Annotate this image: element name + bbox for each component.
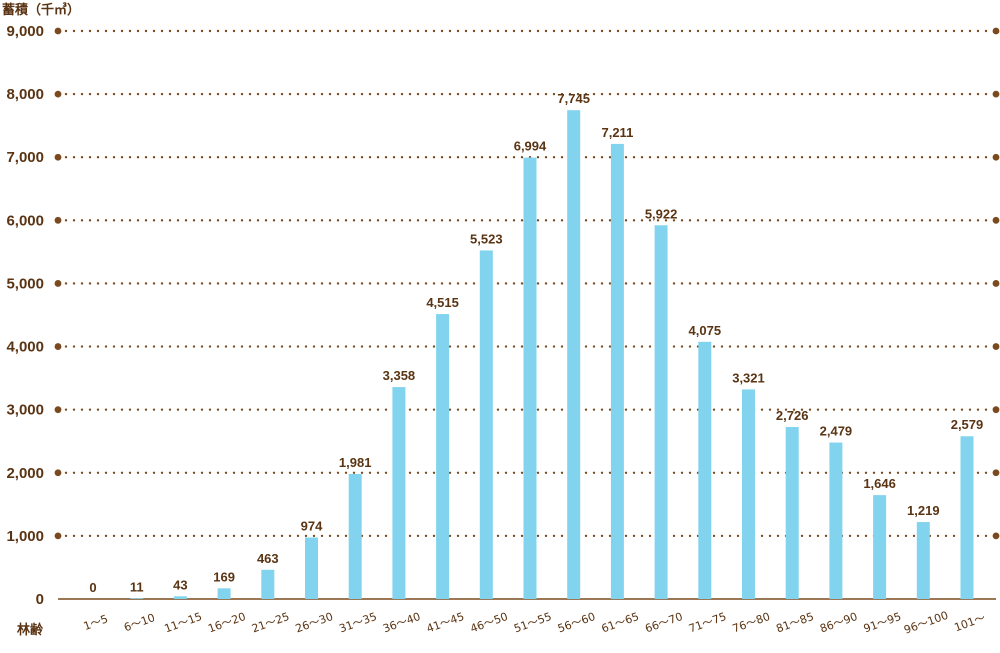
bar-value-label: 1,981 xyxy=(339,455,372,470)
bar-value-label: 43 xyxy=(173,577,187,592)
gridline-dot-right xyxy=(992,216,1000,224)
bar xyxy=(130,598,144,599)
gridline-dot-left xyxy=(54,153,62,161)
bar-value-label: 169 xyxy=(213,569,235,584)
y-tick-label: 9,000 xyxy=(6,23,44,40)
bar xyxy=(654,225,668,600)
x-tick-label: 51～55 xyxy=(512,610,553,636)
x-tick-label: 56～60 xyxy=(556,610,597,636)
bar xyxy=(698,341,712,599)
x-tick-label: 11～15 xyxy=(163,610,204,636)
bar-value-label: 463 xyxy=(257,551,279,566)
y-tick-label: 7,000 xyxy=(6,149,44,166)
gridline-dot-left xyxy=(54,406,62,414)
bar-value-label: 2,726 xyxy=(776,408,809,423)
bar xyxy=(261,569,275,599)
gridline-dot-right xyxy=(992,153,1000,161)
bar-value-label: 4,515 xyxy=(426,295,459,310)
gridline-dot-right xyxy=(992,27,1000,35)
bar-value-label: 5,523 xyxy=(470,231,503,246)
y-tick-label: 0 xyxy=(36,591,44,608)
bar xyxy=(960,436,974,599)
x-tick-label: 31～35 xyxy=(337,610,378,636)
x-axis-title: 林齢 xyxy=(17,622,44,638)
gridline-dot-left xyxy=(54,216,62,224)
bar-value-label: 2,479 xyxy=(820,424,853,439)
x-tick-label: 6～10 xyxy=(122,611,157,634)
bar-value-label: 6,994 xyxy=(514,139,547,154)
bar xyxy=(173,596,187,599)
x-tick-label: 1～5 xyxy=(82,612,110,633)
y-tick-label: 3,000 xyxy=(6,402,44,419)
gridline-dot-right xyxy=(992,469,1000,477)
x-tick-label: 96～100 xyxy=(902,609,950,637)
x-tick-label: 81～85 xyxy=(774,610,815,636)
bar-value-label: 3,358 xyxy=(383,368,416,383)
y-tick-label: 1,000 xyxy=(6,528,44,545)
gridline-dot-left xyxy=(54,343,62,350)
gridline-dot-right xyxy=(992,280,1000,287)
bar xyxy=(305,537,318,599)
y-tick-label: 8,000 xyxy=(6,86,44,103)
bar-value-label: 4,075 xyxy=(689,323,722,338)
y-tick-label: 2,000 xyxy=(6,465,44,482)
y-tick-label: 6,000 xyxy=(6,212,44,229)
bar-value-label: 3,321 xyxy=(732,370,765,385)
bar-value-label: 2,579 xyxy=(951,417,984,432)
y-tick-label: 5,000 xyxy=(6,275,44,292)
bar xyxy=(916,522,930,599)
gridline-dot-left xyxy=(54,532,62,540)
x-tick-label: 41～45 xyxy=(425,610,466,636)
bar xyxy=(785,426,799,599)
bar-value-label: 7,745 xyxy=(557,91,590,106)
bar-layer xyxy=(130,110,974,600)
bar xyxy=(217,588,231,599)
bar xyxy=(873,495,887,599)
gridline-dot-right xyxy=(992,90,1000,98)
x-tick-label: 16～20 xyxy=(206,610,247,636)
gridline-dot-right xyxy=(992,532,1000,540)
gridline-dot-left xyxy=(54,280,62,287)
bar-value-label: 1,646 xyxy=(863,476,896,491)
bar xyxy=(610,143,624,600)
x-tick-label: 26～30 xyxy=(294,610,335,636)
x-tick-label: 76～80 xyxy=(731,610,772,636)
x-tick-label: 91～95 xyxy=(862,610,903,636)
bar-value-label: 5,922 xyxy=(645,206,678,221)
bar xyxy=(742,389,755,599)
bar-value-label: 0 xyxy=(89,580,96,595)
x-tick-label: 21～25 xyxy=(250,610,291,636)
x-tick-label: 66～70 xyxy=(643,610,684,636)
bar xyxy=(523,157,537,599)
x-tick-label: 86～90 xyxy=(818,610,859,636)
bar-value-label: 1,219 xyxy=(907,503,940,518)
gridline-dot-right xyxy=(992,406,1000,414)
bar-value-label: 11 xyxy=(130,579,144,594)
x-tick-label: 101～ xyxy=(953,611,988,634)
gridline-dot-left xyxy=(54,469,62,477)
bar xyxy=(348,473,362,599)
x-tick-label: 71～75 xyxy=(687,610,728,636)
bar xyxy=(436,314,450,599)
x-tick-label: 36～40 xyxy=(381,610,422,636)
gridline-dot-left xyxy=(54,90,62,98)
bar-value-label: 974 xyxy=(301,519,323,534)
y-axis-title: 蓄積（千㎥） xyxy=(2,2,80,18)
bar xyxy=(479,250,493,600)
y-tick-label: 4,000 xyxy=(6,339,44,356)
gridline-dot-right xyxy=(992,343,1000,350)
bar xyxy=(567,110,581,600)
x-tick-label: 61～65 xyxy=(600,610,641,636)
bar xyxy=(829,442,843,599)
bar-value-label: 7,211 xyxy=(601,125,633,140)
gridline-dot-left xyxy=(54,27,62,35)
bar xyxy=(392,387,406,599)
x-tick-label: 46～50 xyxy=(469,610,510,636)
